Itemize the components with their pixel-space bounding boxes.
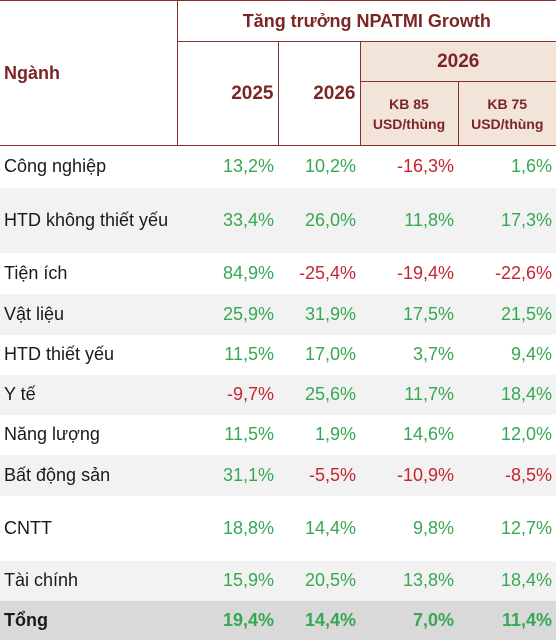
growth-value: 18,8% — [222, 517, 274, 538]
table-title: Tăng trưởng NPATMI Growth — [176, 0, 556, 42]
sector-name: Y tế — [0, 374, 177, 415]
scenario-header: KB 75 USD/thùng — [457, 81, 556, 146]
growth-value: -8,5% — [458, 454, 556, 496]
table-row: Y tế -9,7% 25,6% 11,7% 18,4% — [0, 374, 556, 415]
sector-name: Bất động sản — [0, 454, 177, 496]
year-header: 2026 — [359, 41, 556, 82]
sector-name: Năng lượng — [4, 424, 100, 444]
growth-value: 31,9% — [278, 293, 360, 335]
table-row: Công nghiệp 13,2% 10,2% -16,3% 1,6% — [0, 146, 556, 188]
growth-value: 84,9% — [222, 262, 274, 283]
growth-value: 1,6% — [510, 156, 553, 177]
scenario-header: KB 85 USD/thùng — [359, 81, 459, 146]
growth-value: 17,5% — [360, 293, 458, 335]
growth-value: 7,0% — [360, 600, 458, 640]
growth-value: 12,7% — [500, 517, 553, 538]
growth-value: 14,4% — [278, 600, 360, 640]
table-row: HTD không thiết yếu 33,4% 26,0% 11,8% 17,3% — [0, 187, 556, 253]
growth-value: 14,6% — [402, 424, 454, 444]
growth-value: 13,2% — [222, 156, 274, 177]
growth-value: 15,9% — [177, 560, 278, 601]
sector-name: Tổng — [0, 600, 177, 640]
year-header: 2026 — [277, 41, 361, 146]
sector-name: CNTT — [4, 517, 52, 538]
growth-value: 25,9% — [177, 293, 278, 335]
growth-value: 18,4% — [458, 374, 556, 415]
growth-value: 14,4% — [304, 517, 356, 538]
sector-name: Vật liệu — [0, 293, 177, 335]
growth-value: 11,5% — [224, 344, 274, 364]
growth-value: 31,1% — [177, 454, 278, 496]
growth-value: 25,6% — [278, 374, 360, 415]
table-row: Tài chính 15,9% 20,5% 13,8% 18,4% — [0, 560, 556, 601]
sector-name: Tiện ích — [4, 262, 68, 283]
growth-value: 11,8% — [360, 187, 458, 253]
growth-value: 10,2% — [304, 156, 356, 177]
table-row: Vật liệu 25,9% 31,9% 17,5% 21,5% — [0, 293, 556, 335]
growth-value: -9,7% — [177, 374, 278, 415]
growth-value: 20,5% — [278, 560, 360, 601]
growth-value: 17,0% — [304, 344, 356, 364]
sector-name: HTD thiết yếu — [4, 344, 115, 364]
growth-value: 19,4% — [177, 600, 278, 640]
table-row: Tổng 19,4% 14,4% 7,0% 11,4% — [0, 600, 556, 640]
sector-header: Ngành — [0, 0, 178, 146]
growth-value: -16,3% — [396, 156, 454, 177]
growth-value: -22,6% — [494, 262, 553, 283]
growth-value: 3,7% — [412, 344, 454, 364]
table-row: Tiện ích 84,9% -25,4% -19,4% -22,6% — [0, 253, 556, 294]
growth-value: 33,4% — [177, 187, 278, 253]
table-row: Bất động sản 31,1% -5,5% -10,9% -8,5% — [0, 454, 556, 496]
growth-value: 12,0% — [500, 424, 553, 444]
growth-value: 18,4% — [458, 560, 556, 601]
growth-value: 9,8% — [412, 517, 454, 538]
growth-value: -19,4% — [396, 262, 454, 283]
growth-value: 17,3% — [458, 187, 556, 253]
growth-value: 11,7% — [360, 374, 458, 415]
year-header: 2025 — [176, 41, 279, 146]
growth-value: 11,5% — [224, 424, 274, 444]
table-row: CNTT 18,8% 14,4% 9,8% 12,7% — [0, 496, 556, 561]
table-row: Năng lượng 11,5% 1,9% 14,6% 12,0% — [0, 415, 556, 455]
sector-name: HTD không thiết yếu — [0, 187, 177, 253]
table-row: HTD thiết yếu 11,5% 17,0% 3,7% 9,4% — [0, 335, 556, 375]
growth-value: -25,4% — [298, 262, 356, 283]
growth-value: 9,4% — [510, 344, 553, 364]
growth-value: 13,8% — [360, 560, 458, 601]
growth-value: 26,0% — [278, 187, 360, 253]
growth-value: 21,5% — [458, 293, 556, 335]
growth-value: -5,5% — [278, 454, 360, 496]
sector-name: Tài chính — [0, 560, 177, 601]
sector-name: Công nghiệp — [4, 156, 107, 177]
growth-value: -10,9% — [360, 454, 458, 496]
growth-value: 1,9% — [314, 424, 356, 444]
growth-value: 11,4% — [458, 600, 556, 640]
